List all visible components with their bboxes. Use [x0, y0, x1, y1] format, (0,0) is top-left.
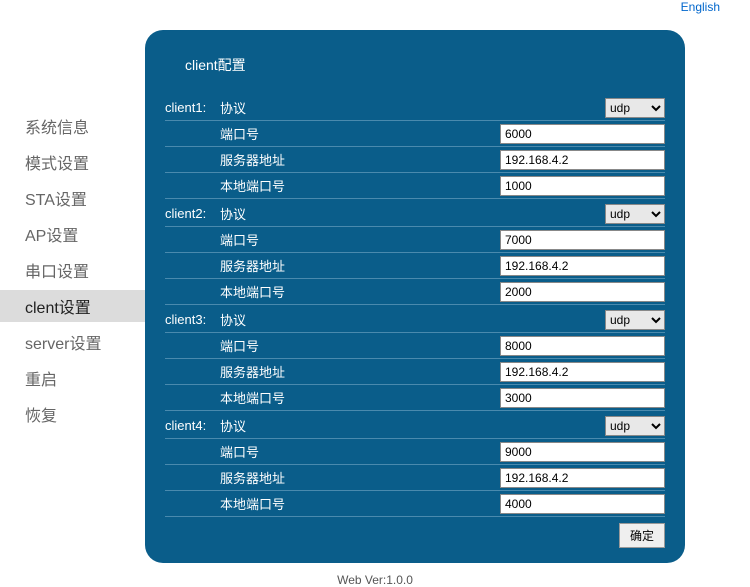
sidebar-item-2[interactable]: STA设置	[25, 182, 145, 214]
label-server-addr: 服务器地址	[220, 468, 480, 487]
client-leader: client3:	[165, 312, 220, 327]
local-port-input[interactable]	[500, 494, 665, 514]
label-local-port: 本地端口号	[220, 494, 480, 513]
port-input[interactable]	[500, 124, 665, 144]
sidebar-item-1[interactable]: 模式设置	[25, 146, 145, 178]
server-addr-input[interactable]	[500, 468, 665, 488]
protocol-select[interactable]: udp	[605, 310, 665, 330]
sidebar-item-4[interactable]: 串口设置	[25, 254, 145, 286]
lang-english-link[interactable]: English	[681, 0, 720, 14]
label-local-port: 本地端口号	[220, 282, 480, 301]
client-block-1: client1:协议 udp 端口号服务器地址本地端口号	[165, 95, 665, 199]
client-config-panel: client配置 client1:协议udp端口号服务器地址本地端口号clien…	[145, 30, 685, 563]
panel-title: client配置	[185, 55, 665, 75]
label-server-addr: 服务器地址	[220, 150, 480, 169]
label-port: 端口号	[220, 336, 480, 355]
label-protocol: 协议	[220, 98, 480, 117]
label-protocol: 协议	[220, 310, 480, 329]
footer-version: Web Ver:1.0.0	[0, 573, 750, 587]
label-protocol: 协议	[220, 416, 480, 435]
protocol-select[interactable]: udp	[605, 416, 665, 436]
local-port-input[interactable]	[500, 282, 665, 302]
label-port: 端口号	[220, 230, 480, 249]
local-port-input[interactable]	[500, 388, 665, 408]
port-input[interactable]	[500, 230, 665, 250]
client-block-2: client2:协议 udp 端口号服务器地址本地端口号	[165, 201, 665, 305]
server-addr-input[interactable]	[500, 362, 665, 382]
protocol-select[interactable]: udp	[605, 204, 665, 224]
client-block-4: client4:协议 udp 端口号服务器地址本地端口号	[165, 413, 665, 517]
label-server-addr: 服务器地址	[220, 256, 480, 275]
client-leader: client1:	[165, 100, 220, 115]
label-port: 端口号	[220, 124, 480, 143]
client-leader: client2:	[165, 206, 220, 221]
sidebar-item-0[interactable]: 系统信息	[25, 110, 145, 142]
sidebar-item-5[interactable]: clent设置	[0, 290, 148, 322]
sidebar-item-3[interactable]: AP设置	[25, 218, 145, 250]
submit-button[interactable]: 确定	[619, 523, 665, 548]
client-leader: client4:	[165, 418, 220, 433]
label-server-addr: 服务器地址	[220, 362, 480, 381]
label-protocol: 协议	[220, 204, 480, 223]
sidebar-item-7[interactable]: 重启	[25, 362, 145, 394]
port-input[interactable]	[500, 442, 665, 462]
label-local-port: 本地端口号	[220, 176, 480, 195]
sidebar: 系统信息模式设置 STA设置 AP设置串口设置 clent设置 server设置重启恢复	[0, 30, 145, 563]
client-block-3: client3:协议 udp 端口号服务器地址本地端口号	[165, 307, 665, 411]
language-links: English	[681, 0, 720, 14]
sidebar-item-8[interactable]: 恢复	[25, 398, 145, 430]
label-port: 端口号	[220, 442, 480, 461]
sidebar-item-6[interactable]: server设置	[25, 326, 145, 358]
server-addr-input[interactable]	[500, 150, 665, 170]
local-port-input[interactable]	[500, 176, 665, 196]
label-local-port: 本地端口号	[220, 388, 480, 407]
protocol-select[interactable]: udp	[605, 98, 665, 118]
server-addr-input[interactable]	[500, 256, 665, 276]
port-input[interactable]	[500, 336, 665, 356]
